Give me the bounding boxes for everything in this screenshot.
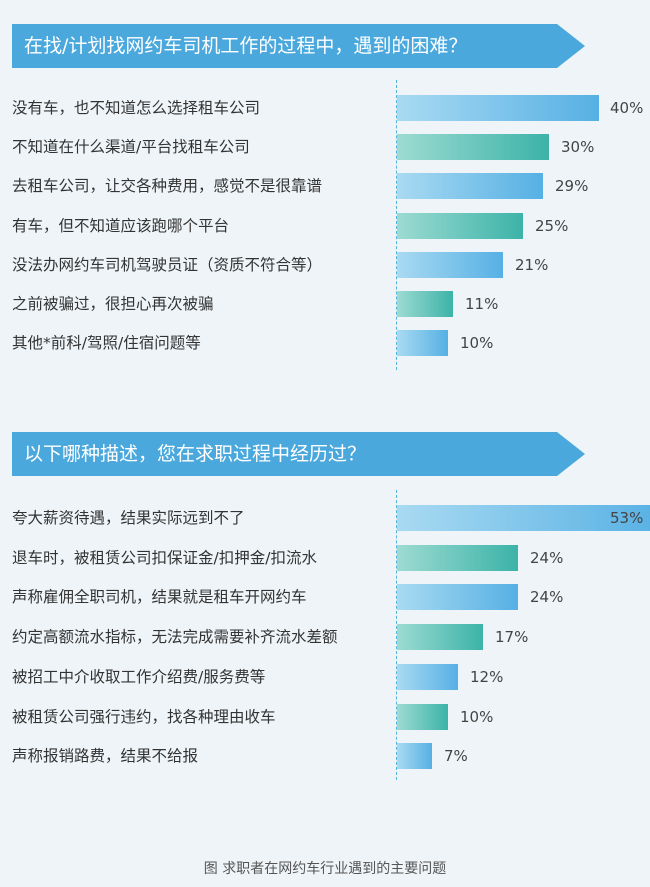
category-label: 被租赁公司强行违约，找各种理由收车 (12, 707, 276, 726)
value-label: 17% (495, 628, 529, 647)
banner-arrow-shape (557, 432, 585, 476)
category-label: 声称报销路费，结果不给报 (12, 747, 199, 766)
bar (397, 330, 448, 357)
value-label: 25% (535, 216, 569, 235)
bar (397, 544, 518, 571)
category-label: 夸大薪资待遇，结果实际远到不了 (12, 509, 245, 527)
category-label: 约定高额流水指标，无法完成需要补齐流水差额 (12, 628, 338, 647)
chart-title-text: 在找/计划找网约车司机工作的过程中，遇到的困难？ (24, 35, 468, 57)
value-label: 10% (460, 334, 494, 353)
value-label: 10% (460, 707, 494, 726)
category-label: 声称雇佣全职司机，结果就是租车开网约车 (12, 588, 307, 607)
bar-row: 不知道在什么渠道/平台找租车公司 30% (0, 132, 650, 162)
bar-row: 没有车，也不知道怎么选择租车公司 40% (0, 93, 650, 123)
bar-row: 被租赁公司强行违约，找各种理由收车 10% (0, 702, 650, 732)
value-label: 53% (610, 509, 644, 527)
figure-caption: 图 求职者在网约车行业遇到的主要问题 (203, 861, 447, 877)
chart-title-text: 以下哪种描述，您在求职过程中经历过？ (24, 443, 367, 465)
category-label: 之前被骗过，很担心再次被骗 (12, 295, 214, 313)
value-label: 12% (470, 667, 504, 686)
bar (397, 291, 453, 317)
category-label: 不知道在什么渠道/平台找租车公司 (12, 138, 250, 157)
bar-row: 之前被骗过，很担心再次被骗 11% (0, 289, 650, 319)
bar (397, 173, 543, 200)
bar-row: 没法办网约车司机驾驶员证（资质不符合等） 21% (0, 250, 650, 280)
category-label: 去租车公司，让交各种费用，感觉不是很靠谱 (12, 177, 323, 196)
bar (397, 134, 549, 161)
bar-row: 声称雇佣全职司机，结果就是租车开网约车 24% (0, 582, 650, 612)
bar-row: 被招工中介收取工作介绍费/服务费等 12% (0, 662, 650, 692)
category-label: 其他*前科/驾照/住宿问题等 (12, 334, 201, 353)
bar (397, 743, 432, 770)
bar-row: 声称报销路费，结果不给报 7% (0, 741, 650, 771)
chart-title-difficulties: 在找/计划找网约车司机工作的过程中，遇到的困难？ (12, 24, 585, 68)
category-label: 有车，但不知道应该跑哪个平台 (12, 216, 230, 235)
value-label: 40% (610, 99, 644, 117)
banner-arrow-shape (557, 24, 585, 68)
value-label: 24% (530, 548, 564, 567)
bar (397, 95, 599, 121)
category-label: 没法办网约车司机驾驶员证（资质不符合等） (12, 255, 323, 274)
bar-row: 其他*前科/驾照/住宿问题等 10% (0, 328, 650, 358)
bar-row: 去租车公司，让交各种费用，感觉不是很靠谱 29% (0, 171, 650, 201)
bar (397, 703, 448, 730)
value-label: 24% (530, 588, 564, 607)
bar (397, 505, 650, 531)
bar (397, 624, 483, 651)
bar (397, 663, 458, 690)
bar (397, 212, 523, 239)
chart-title-experiences: 以下哪种描述，您在求职过程中经历过？ (12, 432, 585, 476)
bar (397, 584, 518, 611)
axis-divider (396, 80, 397, 370)
axis-divider (396, 490, 397, 780)
bar-row: 有车，但不知道应该跑哪个平台 25% (0, 211, 650, 241)
bar (397, 251, 503, 278)
category-label: 退车时，被租赁公司扣保证金/扣押金/扣流水 (12, 548, 317, 567)
bar-row: 退车时，被租赁公司扣保证金/扣押金/扣流水 24% (0, 543, 650, 573)
category-label: 没有车，也不知道怎么选择租车公司 (12, 99, 261, 117)
value-label: 11% (465, 295, 499, 313)
category-label: 被招工中介收取工作介绍费/服务费等 (12, 667, 266, 686)
value-label: 7% (444, 747, 468, 766)
bar-row: 夸大薪资待遇，结果实际远到不了 53% (0, 503, 650, 533)
value-label: 29% (555, 177, 589, 196)
bar-row: 约定高额流水指标，无法完成需要补齐流水差额 17% (0, 622, 650, 652)
value-label: 21% (515, 255, 549, 274)
value-label: 30% (561, 138, 595, 157)
